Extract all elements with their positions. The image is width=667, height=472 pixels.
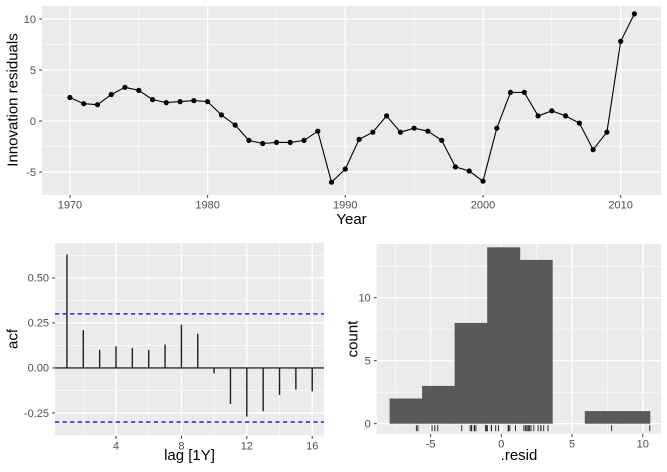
grid-minor — [42, 6, 661, 195]
data-point — [384, 113, 390, 119]
histogram-panel: -5 0 5 10 0 5 10 .resid count — [340, 236, 667, 472]
data-point — [191, 98, 197, 104]
histogram-bars — [389, 247, 651, 424]
grid-minor — [55, 243, 324, 436]
data-point — [494, 125, 500, 131]
x-tick-label: 5 — [569, 439, 575, 451]
grid-major — [42, 6, 661, 195]
data-point — [94, 102, 101, 108]
data-point — [287, 139, 293, 145]
data-point — [150, 97, 156, 103]
axis-tick-labels: 1970 1980 1990 2000 2010 -5 0 5 10 — [24, 14, 633, 212]
data-point — [535, 113, 541, 119]
x-tick-label: 1970 — [58, 200, 82, 212]
data-point — [439, 137, 445, 143]
hist-bar — [454, 322, 488, 424]
data-point — [260, 140, 266, 147]
series-points — [67, 11, 638, 185]
data-point — [480, 178, 486, 184]
plot-panel — [42, 6, 661, 195]
y-tick-label: 10 — [358, 292, 370, 304]
data-point — [315, 128, 321, 134]
data-point — [328, 179, 335, 185]
x-tick-label: 16 — [306, 441, 318, 453]
x-tick-label: 0 — [498, 439, 504, 451]
data-point — [232, 122, 238, 128]
axis-ticks — [373, 297, 644, 437]
data-point — [563, 113, 569, 119]
data-point — [576, 120, 583, 126]
acf-spikes — [66, 254, 313, 417]
data-point — [136, 87, 142, 93]
data-point — [108, 91, 114, 98]
data-point — [604, 129, 610, 135]
data-point — [452, 164, 458, 170]
y-tick-label: 10 — [24, 14, 36, 26]
data-point — [466, 168, 472, 174]
data-point — [273, 139, 280, 145]
x-tick-label: 10 — [637, 439, 649, 451]
axis-tick-labels: -5 0 5 10 0 5 10 — [358, 292, 648, 450]
data-point — [411, 125, 417, 131]
hist-bar — [519, 259, 553, 424]
y-tick-label: 0 — [30, 116, 36, 128]
data-point — [301, 137, 307, 143]
data-point — [590, 147, 596, 153]
time-series-plot: 1970 1980 1990 2000 2010 -5 0 5 10 — [24, 6, 661, 212]
hist-bar — [487, 247, 521, 424]
hist-bar — [584, 411, 618, 424]
x-tick-label: 12 — [241, 441, 253, 453]
x-tick-label: 1990 — [333, 200, 357, 212]
hist-bar — [422, 385, 456, 424]
data-point — [246, 137, 252, 143]
data-point — [425, 128, 431, 134]
plot-panel — [55, 243, 324, 436]
data-point — [67, 94, 73, 101]
y-tick-label: 5 — [365, 355, 371, 367]
data-point — [507, 89, 514, 95]
acf-plot: 4 8 12 16 -0.25 0.00 0.25 0.50 — [24, 243, 324, 453]
data-point — [397, 129, 403, 135]
y-tick-label: 0 — [365, 418, 371, 430]
data-point — [356, 136, 362, 142]
rug-marks — [415, 425, 651, 432]
hist-bar — [389, 398, 423, 424]
axis-ticks — [39, 18, 622, 198]
data-point — [81, 101, 87, 107]
y-tick-label: -0.25 — [24, 408, 49, 420]
y-tick-label: -5 — [26, 167, 36, 179]
data-point — [122, 84, 128, 90]
innovation-residuals-panel: 1970 1980 1990 2000 2010 -5 0 5 10 Year Innovati… — [5, 6, 661, 227]
data-point — [163, 100, 169, 106]
data-point — [177, 99, 183, 105]
acf-panel: 4 8 12 16 -0.25 0.00 0.25 0.50 lag [1Y] acf — [0, 236, 340, 472]
axis-ticks — [52, 277, 313, 439]
hist-bar — [617, 411, 651, 424]
data-point — [549, 108, 555, 114]
x-tick-label: -5 — [426, 439, 436, 451]
x-tick-label: 4 — [113, 441, 119, 453]
data-point — [618, 38, 624, 45]
x-tick-label: 1980 — [195, 200, 219, 212]
data-point — [205, 99, 211, 105]
data-point — [342, 166, 348, 172]
y-tick-label: 5 — [30, 65, 36, 77]
y-tick-label: 0.25 — [28, 318, 49, 330]
data-point — [218, 112, 224, 118]
data-point — [521, 89, 527, 95]
histogram-plot: -5 0 5 10 0 5 10 — [358, 244, 661, 451]
x-tick-label: 8 — [178, 441, 184, 453]
y-tick-label: 0.00 — [28, 363, 49, 375]
x-tick-label: 2010 — [608, 200, 632, 212]
y-tick-label: 0.50 — [28, 273, 49, 285]
axis-tick-labels: 4 8 12 16 -0.25 0.00 0.25 0.50 — [24, 273, 318, 453]
x-tick-label: 2000 — [471, 200, 495, 212]
data-point — [631, 11, 638, 17]
data-point — [370, 129, 376, 135]
